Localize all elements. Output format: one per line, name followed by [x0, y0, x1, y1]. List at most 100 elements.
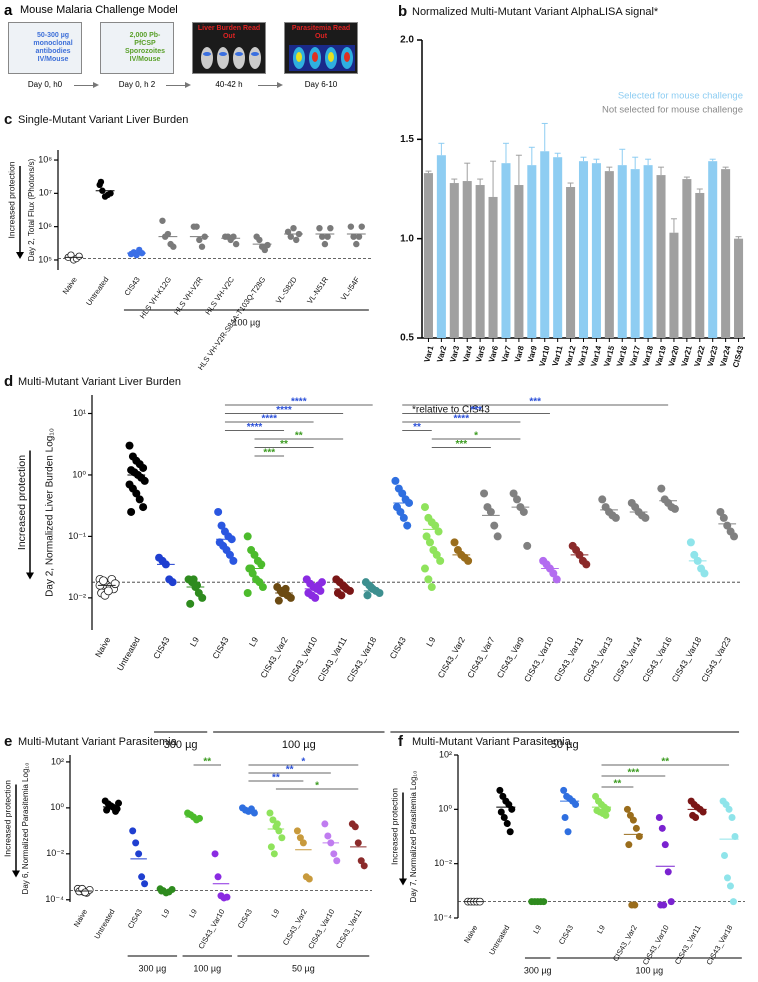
data-point — [623, 805, 631, 813]
step-box: 2,000 Pb-PfCSP Sporozoites IV/Mouse — [100, 22, 174, 74]
data-point — [337, 591, 346, 600]
data-point — [211, 850, 219, 858]
x-tick-label: Var15 — [602, 344, 616, 367]
data-point — [602, 811, 610, 819]
bar — [578, 161, 589, 338]
data-point — [657, 484, 666, 493]
x-tick-label: Var1 — [422, 344, 435, 363]
data-point — [330, 850, 338, 858]
data-point — [354, 839, 362, 847]
y-axis-label: Day 2, Normalized Liver Burden Log₁₀ — [45, 428, 56, 597]
x-tick-label: CIS43_Var9 — [495, 635, 527, 680]
data-point — [422, 532, 431, 541]
y-tick-label: 10⁵ — [38, 254, 52, 264]
data-point — [358, 223, 365, 230]
y-tick-label: 10⁰ — [50, 802, 64, 812]
data-point — [420, 503, 429, 512]
arrow — [258, 82, 283, 88]
x-tick-label: Var18 — [641, 344, 655, 367]
data-point — [135, 850, 143, 858]
data-point — [195, 814, 203, 822]
data-point — [375, 589, 384, 598]
significance-label: *** — [628, 768, 640, 779]
data-point — [170, 243, 177, 250]
data-point — [305, 875, 313, 883]
x-tick-label: CIS43_Var11 — [673, 923, 703, 966]
data-point — [723, 874, 731, 882]
y-tick-label: 10⁻² — [68, 592, 86, 602]
y-tick-label: 10⁰ — [438, 804, 452, 814]
x-tick-label: L9 — [595, 923, 607, 935]
data-point — [129, 827, 137, 835]
bar — [514, 185, 524, 338]
x-tick-label: L9 — [531, 923, 543, 935]
x-tick-label: Var5 — [474, 344, 487, 363]
significance-label: **** — [454, 414, 470, 425]
significance-label: **** — [261, 414, 277, 425]
significance-label: ** — [203, 757, 211, 768]
annotation: Increased protection — [2, 780, 12, 857]
x-tick-label: Var12 — [563, 344, 577, 367]
x-tick-label: CIS43_Var2 — [258, 635, 290, 680]
data-point — [264, 241, 271, 249]
data-point — [274, 596, 283, 605]
x-tick-label: CIS43_Var14 — [610, 635, 644, 684]
data-point — [243, 589, 252, 598]
x-tick-label: CIS43_Var11 — [315, 635, 349, 683]
data-point — [138, 873, 146, 881]
panel-title: Single-Mutant Variant Liver Burden — [18, 114, 188, 126]
y-tick-label: 2.0 — [400, 35, 414, 46]
data-point — [351, 823, 359, 831]
x-tick-label: Var3 — [448, 344, 461, 363]
x-tick-label: Var14 — [589, 344, 603, 367]
data-point — [632, 824, 640, 832]
x-tick-label: Var22 — [693, 344, 707, 367]
data-point — [731, 833, 739, 840]
y-tick-label: 10² — [439, 749, 452, 759]
data-point — [427, 583, 436, 592]
panel-letter: b — [398, 3, 407, 20]
arrow — [74, 82, 99, 88]
x-tick-label: CIS43_Var13 — [581, 635, 615, 684]
x-tick-label: Var2 — [435, 344, 448, 363]
data-point — [660, 901, 668, 909]
data-point — [490, 521, 499, 530]
data-point — [324, 832, 332, 840]
data-point — [159, 217, 166, 224]
y-tick-label: 10⁶ — [38, 221, 52, 231]
mouse-images — [201, 47, 261, 69]
data-point — [115, 799, 123, 807]
x-tick-label: CIS43_Var18 — [669, 635, 703, 684]
step-text: Liver Burden Read Out — [197, 25, 261, 41]
data-point — [229, 556, 238, 565]
data-point — [561, 814, 569, 822]
mouse-images — [289, 45, 355, 71]
y-tick-label: 10⁻² — [434, 858, 452, 868]
bar — [566, 187, 576, 338]
data-point — [641, 513, 650, 522]
step-time: Day 0, h 2 — [118, 80, 156, 89]
x-tick-label: CIS43_Var23 — [699, 635, 733, 684]
x-tick-label: Var6 — [487, 344, 500, 363]
data-point — [549, 569, 558, 578]
panel-title: Multi-Mutant Variant Parasitemia — [412, 736, 572, 748]
significance-label: **** — [291, 397, 307, 408]
y-tick-label: 10¹ — [73, 408, 86, 418]
bar — [527, 165, 537, 338]
step-text: 2,000 Pb-PfCSP Sporozoites IV/Mouse — [124, 31, 166, 64]
data-point — [290, 224, 297, 232]
data-point — [270, 850, 278, 858]
data-point — [611, 513, 620, 522]
bar — [721, 169, 731, 338]
x-tick-label: CIS43_Var7 — [465, 635, 497, 680]
data-point — [112, 807, 120, 815]
x-tick-label: CIS43 — [210, 635, 231, 661]
data-point — [284, 228, 292, 236]
data-point — [497, 808, 505, 816]
y-tick-label: 1.5 — [400, 134, 414, 145]
data-point — [629, 816, 637, 824]
data-point — [230, 233, 237, 240]
data-point — [299, 839, 307, 847]
data-point — [107, 190, 114, 197]
data-point — [690, 550, 699, 559]
